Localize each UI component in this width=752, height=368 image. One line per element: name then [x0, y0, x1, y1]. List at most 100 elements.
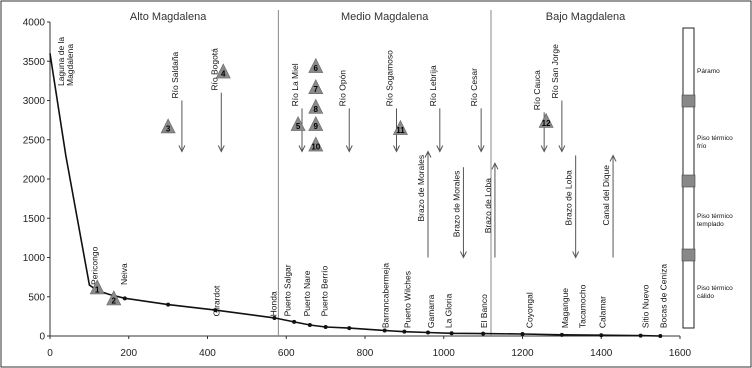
place-label: Honda	[268, 291, 278, 316]
site-marker-number: 12	[542, 119, 551, 128]
profile-point	[166, 302, 171, 307]
profile-point	[449, 331, 454, 336]
site-marker-number: 10	[311, 143, 320, 152]
zone-label: frío	[697, 143, 707, 150]
site-marker: 10	[308, 136, 324, 152]
x-tick-label: 1400	[590, 348, 613, 359]
y-tick-label: 1000	[23, 253, 46, 264]
region-layer: Alto Magdalena Medio Magdalena Bajo Magdal…	[130, 10, 626, 336]
tributary-label: Río Sogamoso	[385, 50, 395, 106]
tributary-label: Río Opón	[337, 70, 347, 107]
site-marker-triangle	[392, 119, 408, 135]
place-label: Girardot	[211, 285, 221, 316]
site-marker: 12	[538, 112, 554, 128]
tributary-arrow-head	[217, 145, 225, 153]
place-label: Puerto Wilches	[402, 271, 412, 328]
channel-arrow-head	[424, 150, 432, 158]
arrow-layer	[178, 92, 617, 259]
y-tick-label: 3000	[23, 96, 46, 107]
tributary-label: Río Cesar	[469, 68, 479, 106]
tributary-arrow-head	[477, 145, 485, 153]
site-marker-triangle	[538, 112, 554, 128]
site-marker: 3	[160, 118, 176, 133]
zone-label: Piso térmico	[697, 285, 733, 292]
profile-point	[347, 326, 352, 331]
x-tick-label: 600	[278, 348, 295, 359]
tributary-arrow-head	[393, 145, 400, 153]
tributary-arrow-head	[298, 145, 306, 153]
place-label: Gamarra	[426, 294, 436, 328]
zone-boundary-marker	[681, 94, 696, 108]
y-tick-label: 0	[39, 332, 45, 343]
site-marker: 5	[290, 115, 306, 131]
place-label: Laguna de la	[56, 37, 66, 86]
x-tick-label: 800	[357, 348, 374, 359]
place-label: Bocas de Ceniza	[658, 264, 668, 329]
site-marker-number: 5	[296, 122, 301, 131]
place-label: Magangue	[560, 288, 570, 328]
site-marker-triangle	[308, 79, 324, 95]
site-marker: 9	[308, 115, 324, 131]
site-marker-triangle	[215, 63, 231, 79]
place-label: Barrancabermeja	[381, 263, 391, 328]
place-label: Pericongo	[89, 246, 99, 285]
profile-point	[481, 331, 486, 336]
channel-label: Brazo de Morales	[451, 171, 461, 238]
channel-label: Brazo de Loba	[483, 178, 493, 234]
site-marker: 8	[308, 98, 324, 114]
x-tick-label: 200	[120, 348, 137, 359]
site-marker-triangle	[308, 98, 324, 114]
tributary-arrow-head	[345, 145, 353, 153]
place-label: Calamar	[597, 296, 607, 328]
y-tick-label: 1500	[23, 214, 46, 225]
site-marker-triangle	[308, 57, 324, 73]
tributary-label: Río San Jorge	[550, 44, 560, 99]
site-marker-number: 11	[396, 126, 405, 135]
zone-boundary-marker	[681, 174, 696, 188]
region-title: Alto Magdalena	[130, 11, 207, 23]
profile-point	[382, 328, 387, 333]
site-marker-number: 2	[112, 296, 117, 305]
profile-point	[599, 333, 604, 338]
x-tick-label: 1600	[669, 348, 692, 359]
site-marker-number: 6	[314, 64, 319, 73]
site-marker-number: 7	[314, 85, 319, 94]
profile-point	[323, 324, 328, 329]
x-tick-label: 1000	[433, 348, 456, 359]
zone-label: cálido	[697, 293, 714, 300]
place-label: La Gloria	[444, 293, 454, 328]
zone-boundary-marker	[681, 248, 696, 262]
zone-label: Páramo	[697, 68, 720, 75]
tributary-label: Río La Miel	[290, 63, 300, 106]
profile-point	[292, 319, 297, 324]
channel-label: Brazo de Loba	[564, 170, 574, 226]
site-marker-triangle	[308, 136, 324, 152]
site-marker-triangle	[89, 279, 105, 295]
place-label: Tacamocho	[578, 284, 588, 328]
profile-point	[426, 330, 430, 335]
site-marker-number: 4	[221, 70, 226, 79]
site-marker: 4	[215, 63, 231, 79]
place-label: Puerto Nare	[302, 270, 312, 316]
tributary-arrow-head	[540, 145, 548, 153]
region-title: Medio Magdalena	[341, 11, 429, 23]
zone-label: Piso térmico	[697, 213, 733, 220]
profile-point	[559, 332, 564, 337]
channel-arrow-head	[459, 251, 467, 259]
tributary-label: Río Saldaña	[170, 51, 180, 98]
site-marker: 6	[308, 57, 324, 73]
tributary-arrow-head	[436, 145, 444, 153]
profile-point	[638, 333, 643, 338]
profile-point	[307, 323, 312, 328]
x-tick-label: 0	[47, 348, 53, 359]
site-marker: 7	[308, 79, 324, 95]
site-marker-number: 1	[95, 285, 100, 294]
label-layer: Río Saldaña Río Bogotá Río La Miel Río Opón…	[56, 37, 668, 329]
tributary-label: Río Cauca	[532, 70, 542, 110]
site-marker-number: 9	[314, 122, 319, 131]
site-marker: 2	[106, 290, 122, 305]
site-marker: 1	[89, 279, 105, 295]
